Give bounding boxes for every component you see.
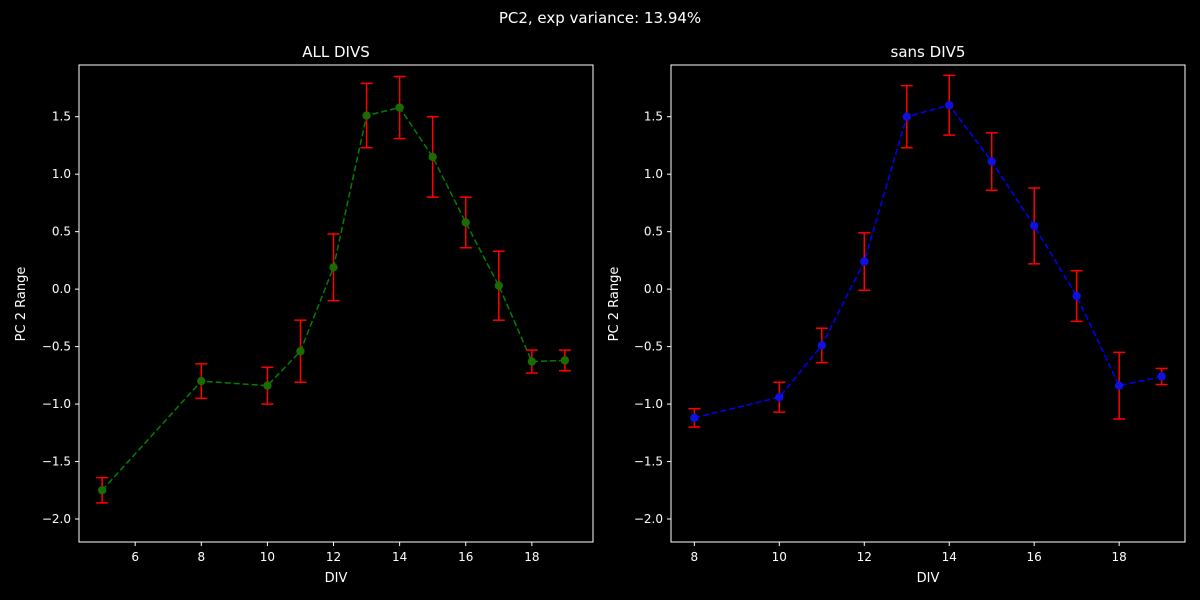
y-tick-label: 1.0 — [644, 167, 663, 181]
y-tick-label: 1.5 — [644, 110, 663, 124]
y-tick-label: 0.5 — [52, 225, 71, 239]
data-point — [494, 281, 503, 290]
data-point — [817, 341, 827, 350]
y-tick-label: −1.5 — [42, 455, 71, 469]
y-tick-label: −0.5 — [634, 340, 663, 354]
data-point — [945, 101, 954, 110]
data-point — [263, 381, 272, 390]
data-point — [1072, 291, 1081, 301]
series-line — [101, 106, 565, 491]
data-point — [775, 392, 784, 402]
x-tick-label: 16 — [1027, 550, 1042, 564]
y-axis-label: PC 2 Range — [14, 267, 29, 342]
data-point — [860, 257, 869, 266]
data-point — [690, 413, 699, 423]
data-point — [362, 111, 371, 120]
data-point — [97, 486, 107, 495]
x-axis-label: DIV — [917, 571, 940, 586]
x-tick-label: 14 — [942, 550, 957, 564]
x-tick-label: 14 — [392, 550, 407, 564]
y-axis-label: PC 2 Range — [607, 267, 622, 342]
y-tick-label: −0.5 — [42, 340, 71, 354]
panel-title: ALL DIVS — [302, 43, 370, 61]
x-tick-label: 8 — [197, 550, 205, 564]
y-tick-label: 1.5 — [52, 110, 71, 124]
x-tick-label: 6 — [131, 550, 139, 564]
panel-sans-div5: sans DIV5 DIV PC 2 Range 8 10 12 14 16 18 −2.0… — [607, 43, 1186, 586]
data-point — [395, 103, 404, 112]
y-tick-label: −2.0 — [42, 512, 71, 526]
y-tick-label: −1.5 — [634, 455, 663, 469]
x-tick-label: 10 — [260, 550, 275, 564]
y-tick-label: 0.0 — [52, 282, 71, 296]
data-point — [461, 218, 470, 227]
data-point — [428, 152, 437, 162]
data-point — [197, 376, 206, 386]
data-point — [560, 356, 570, 365]
x-tick-label: 12 — [326, 550, 341, 564]
y-tick-label: −1.0 — [42, 397, 71, 411]
data-point — [987, 157, 996, 166]
data-point — [1114, 381, 1124, 390]
data-point — [1029, 221, 1039, 231]
x-tick-label: 12 — [857, 550, 872, 564]
x-tick-label: 18 — [524, 550, 539, 564]
axes-frame — [670, 64, 1186, 543]
y-tick-label: 0.5 — [644, 225, 663, 239]
axes-frame — [78, 64, 594, 543]
panel-title: sans DIV5 — [891, 43, 966, 61]
x-tick-label: 16 — [458, 550, 473, 564]
data-point — [527, 357, 537, 366]
x-axis-label: DIV — [325, 571, 348, 586]
y-tick-label: −2.0 — [634, 512, 663, 526]
y-tick-label: 0.0 — [644, 282, 663, 296]
figure-suptitle: PC2, exp variance: 13.94% — [499, 9, 701, 27]
x-tick-label: 8 — [691, 550, 699, 564]
data-point — [296, 347, 305, 356]
y-tick-label: 1.0 — [52, 167, 71, 181]
y-tick-label: −1.0 — [634, 397, 663, 411]
x-tick-label: 18 — [1112, 550, 1127, 564]
data-point — [1157, 372, 1166, 381]
x-tick-label: 10 — [772, 550, 787, 564]
data-point — [329, 263, 338, 272]
data-point — [902, 112, 911, 121]
panel-all-divs: ALL DIVS DIV PC 2 Range 6 8 10 12 14 16 18 −2.0… — [14, 43, 594, 586]
